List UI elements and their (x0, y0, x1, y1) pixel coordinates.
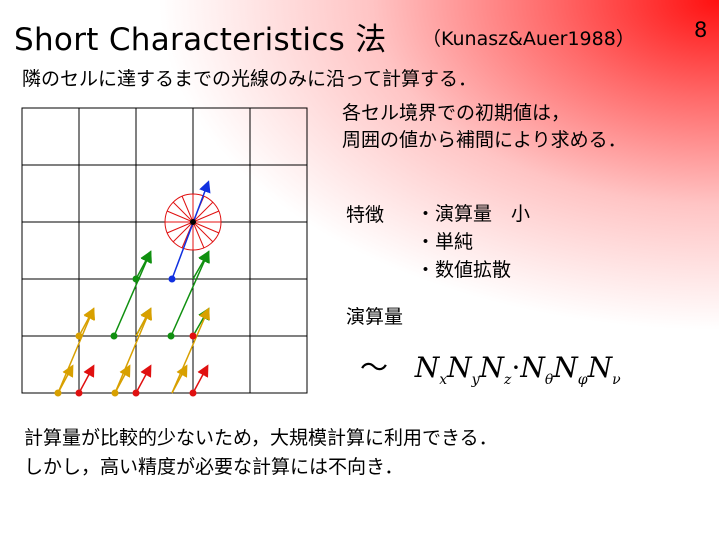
citation: （Kunasz&Auer1988） (422, 28, 635, 50)
conclusion-line-1: 計算量が比較的少ないため，大規模計算に利用できる． (24, 427, 498, 449)
interpolation-note: 各セル境界での初期値は， 周囲の値から補間により求める． (342, 100, 627, 154)
ops-label: 演算量 (346, 306, 404, 328)
conclusion-line-2: しかし，高い精度が必要な計算には不向き． (24, 456, 404, 478)
formula-term: Nx (414, 351, 448, 388)
formula-term: Nφ (553, 351, 588, 388)
feature-item: ・数値拡散 (416, 259, 512, 281)
feature-item: ・演算量 小 (416, 203, 531, 225)
features-list: ・演算量 小 ・単純 ・数値拡散 (416, 200, 530, 284)
formula-term: Nz (479, 351, 512, 388)
formula-term: Ny (447, 351, 480, 388)
note-line-2: 周囲の値から補間により求める． (342, 129, 627, 151)
features-label: 特徴 (346, 204, 385, 226)
slide-title: Short Characteristics 法 (14, 22, 387, 58)
feature-item: ・単純 (416, 231, 474, 253)
red-rays (75, 219, 209, 397)
complexity-formula: ～ NxNyNz·NθNφNν (360, 346, 621, 388)
blue-ray (168, 180, 211, 283)
formula-dot: · (511, 351, 521, 384)
lead-text: 隣のセルに達するまでの光線のみに沿って計算する． (22, 68, 478, 90)
conclusion: 計算量が比較的少ないため，大規模計算に利用できる． しかし，高い精度が必要な計算… (24, 424, 498, 482)
gold-rays (54, 307, 210, 397)
tilde: ～ (360, 351, 389, 384)
formula-term: Nθ (520, 351, 554, 388)
cell-grid (21, 107, 308, 394)
note-line-1: 各セル境界での初期値は， (342, 102, 571, 124)
formula-term: Nν (587, 351, 621, 388)
page-number: 8 (694, 18, 708, 42)
